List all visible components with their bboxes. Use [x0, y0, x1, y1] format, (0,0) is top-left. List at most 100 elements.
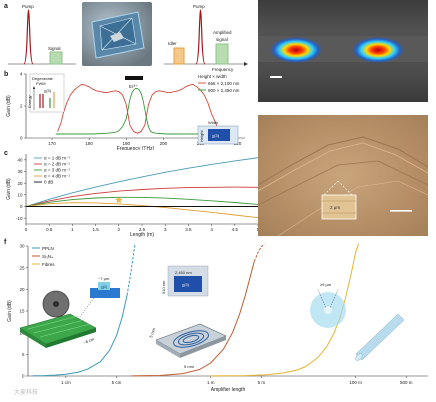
panel-c-legend-label-3: α = 4 dB m⁻¹: [44, 174, 70, 179]
panel-f-y-tick-label: 20: [19, 287, 25, 292]
panel-f-x-tick-label: 5 m: [258, 380, 266, 385]
panel-f-y-label: Gain (dB): [7, 300, 13, 322]
mode-spot-left: [270, 37, 322, 63]
ppln-waveguide-illustration: ~7 μm χ(2): [90, 276, 120, 298]
signal-label-left: Signal: [48, 46, 61, 51]
waveguide-micrograph: 2 μm: [258, 115, 428, 236]
panel-f-x-tick-label: 500 m: [400, 380, 413, 385]
inset-title-line2: FWM: [36, 81, 46, 86]
panel-b-series-1: [55, 87, 219, 135]
inset-energy: Energy: [27, 95, 32, 108]
amplified-label-line2: signal: [216, 37, 228, 42]
panel-c-star-marker: [115, 196, 123, 204]
idler-label: Idler: [168, 41, 177, 46]
ppln-chip-illustration: ~6 cm: [19, 290, 97, 348]
panel-a-left-diagram: Pump Signal: [8, 4, 76, 65]
waveguide-cross-section: Width χ(3) Height: [197, 120, 239, 145]
chip-photo-art: [91, 11, 145, 59]
panel-c-series-0: [25, 157, 259, 207]
panel-c-x-tick-label: 3.5: [185, 227, 192, 232]
panel-b-series-0: [57, 83, 220, 134]
legend-label-fibres: Fibres: [42, 262, 55, 267]
micrograph-art: 2 μm: [258, 136, 428, 236]
panel-b-series: [55, 83, 220, 135]
ppln-ridge: [98, 282, 110, 290]
erbium-label: Er³⁺: [129, 84, 138, 89]
legend-label-sin: Si₃N₄: [42, 254, 53, 259]
panel-c-y-label: Gain (dB): [6, 178, 12, 200]
panel-label-c: c: [4, 150, 8, 157]
panel-label-b: b: [4, 71, 9, 78]
panel-label-f: f: [4, 239, 7, 246]
panel-c-legend-label-1: α = 2 dB m⁻¹: [44, 162, 70, 167]
sin-spiral-chip: 5 mm 5 mm: [148, 323, 227, 369]
frequency-label: Frequency: [212, 67, 234, 72]
spiral-y-label: 5 mm: [148, 327, 156, 339]
panel-b-x-tick-label: 200: [160, 141, 168, 146]
ppln-cross-section: [90, 288, 120, 298]
panel-f-x-label: Amplifier length: [211, 387, 246, 393]
panel-c-chart: 00.511.522.533.544.55-10010203040Length …: [6, 154, 260, 238]
degenerate-fwm-inset: Degenerate FWM Energy χ(3): [27, 73, 65, 113]
panel-b-x-tick-label: 170: [48, 141, 56, 146]
panel-c-x-tick-label: 1.5: [92, 227, 99, 232]
micrograph-inset-label: 2 μm: [330, 205, 340, 210]
legend-label-ppln: PPLN: [42, 246, 54, 251]
panel-b-legend: Height × width 666 × 2,100 nm 900 × 2,45…: [198, 74, 240, 93]
panel-f-y-tick-label: 15: [19, 309, 25, 314]
inset-title-line1: Degenerate: [32, 76, 54, 81]
panel-f-y-tick-label: 0: [22, 374, 25, 379]
panel-f-x-tick-label: 100 m: [349, 380, 362, 385]
panel-f-series-1: [131, 261, 255, 377]
panel-f-series: [32, 243, 360, 377]
panel-c-series-1: [25, 186, 259, 207]
panel-f-y-tick-label: 25: [19, 265, 25, 270]
panel-c-x-tick-label: 2.5: [139, 227, 146, 232]
panel-b-x-tick-label: 180: [85, 141, 93, 146]
panel-c-series: [25, 157, 259, 219]
panel-f-series-1-extrapolated: [253, 243, 265, 262]
mode-profile-art: [258, 36, 428, 78]
legend-label-666: 666 × 2,100 nm: [208, 81, 240, 86]
spiral-x-label: 5 mm: [184, 364, 195, 369]
panel-c-x-tick-label: 0.5: [46, 227, 53, 232]
legend-label-900: 900 × 2,450 nm: [208, 88, 240, 93]
fibre-rod: [355, 313, 405, 361]
panel-b-y-label: Gain (dB): [6, 95, 12, 117]
panel-f-series-0-extrapolated: [126, 243, 136, 296]
fibre-illustration: ≥9 μm: [310, 282, 405, 361]
panel-b-x-tick-label: 190: [122, 141, 130, 146]
sin-chi3: χ(3): [182, 282, 190, 287]
panel-b-legend-title: Height × width: [198, 74, 227, 79]
panel-f-y-tick-label: 5: [22, 352, 25, 357]
mode-scale-bar: [270, 76, 282, 78]
panel-b-y-tick-label: 0: [20, 136, 23, 141]
mode-profile-image: [258, 0, 428, 102]
panel-c-x-tick-label: 0: [25, 227, 28, 232]
panel-c-x-tick-label: 3: [164, 227, 167, 232]
panel-c-series-3: [25, 202, 259, 219]
chip-photo: [82, 2, 152, 66]
sin-waveguide-illustration: χ(3) 2,450 nm 910 nm: [161, 265, 209, 297]
panel-c-legend-label-0: α = 1 dB m⁻¹: [44, 156, 70, 161]
waveguide-width-label: Width: [208, 120, 218, 125]
panel-c-x-tick-label: 4.5: [232, 227, 239, 232]
fibre-core-label: ≥9 μm: [320, 282, 332, 287]
erbium-band: [125, 76, 143, 80]
panel-c-legend-label-2: α = 3 dB m⁻¹: [44, 168, 70, 173]
panel-c-x-tick-label: 2: [118, 227, 121, 232]
idler-bar: [173, 47, 185, 65]
pump-label-right: Pump: [193, 4, 205, 9]
panel-c-series-2: [25, 196, 259, 207]
waveguide-chi3: χ(3): [212, 133, 220, 138]
panel-f-x-tick-label: 5 cm: [112, 380, 122, 385]
panel-c-x-tick-label: 4: [210, 227, 213, 232]
panel-c-y-tick-label: 0: [20, 204, 23, 209]
panel-c-legend: α = 1 dB m⁻¹α = 2 dB m⁻¹α = 3 dB m⁻¹α = …: [34, 156, 70, 185]
panel-f-series-0: [32, 294, 128, 377]
panel-f-x-tick-label: 1 cm: [61, 380, 71, 385]
ppln-chi2: χ(2): [101, 285, 107, 289]
sin-core: [174, 276, 202, 292]
panel-c-x-tick-label: 1: [71, 227, 74, 232]
